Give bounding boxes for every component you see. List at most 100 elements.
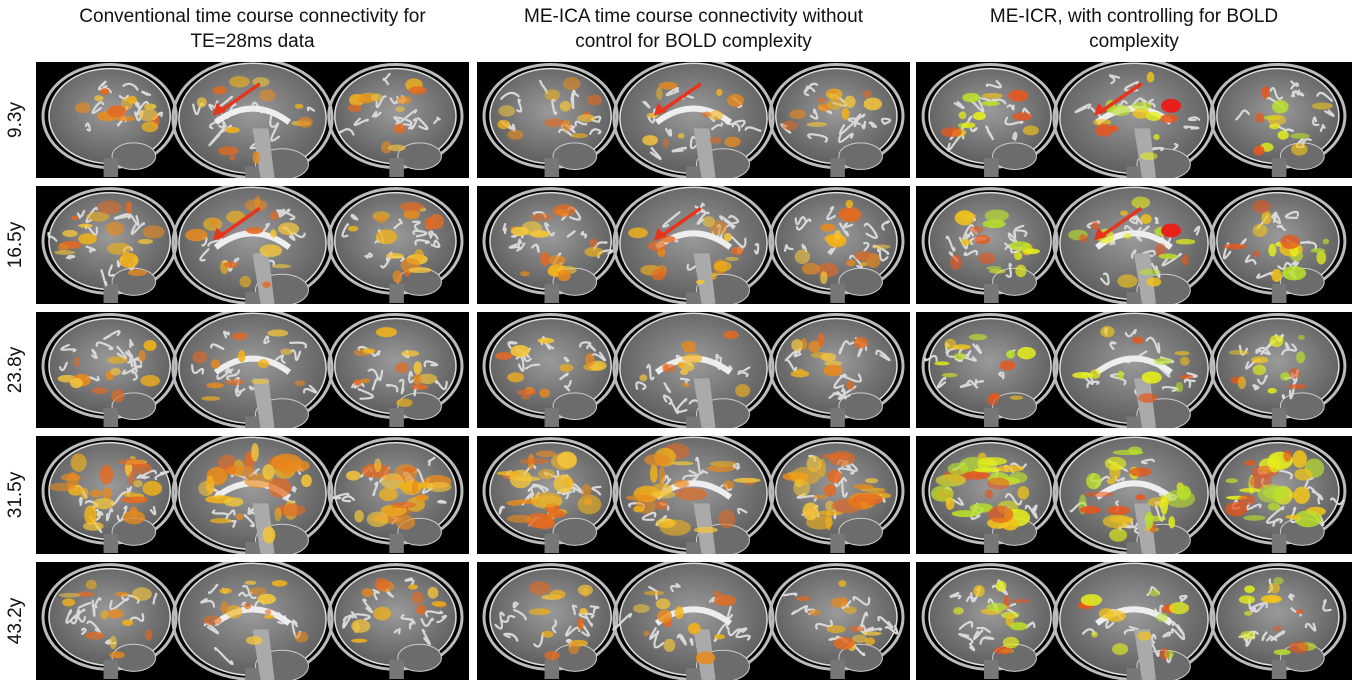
activation: [225, 127, 240, 133]
activation: [818, 98, 825, 103]
activation: [827, 470, 842, 483]
activation: [1292, 450, 1307, 468]
activation: [559, 364, 573, 372]
activation: [115, 592, 130, 597]
activation: [1175, 351, 1190, 356]
activation: [585, 353, 594, 366]
activation: [791, 370, 810, 377]
activation: [657, 610, 672, 623]
activation: [1272, 269, 1282, 282]
activation: [557, 270, 571, 282]
activation: [1124, 233, 1131, 239]
activation: [1129, 467, 1151, 476]
neck: [1272, 534, 1287, 553]
activation: [71, 215, 79, 219]
activation: [1296, 351, 1305, 363]
activation: [240, 276, 251, 288]
activation: [270, 229, 277, 237]
activation: [709, 110, 723, 120]
activation: [280, 348, 292, 354]
activation: [75, 102, 90, 113]
activation: [497, 471, 520, 476]
activation: [988, 506, 1013, 523]
cerebellum: [839, 268, 883, 295]
gyrus: [1253, 385, 1258, 389]
activation: [1008, 90, 1028, 102]
activation: [1290, 133, 1309, 139]
activation: [413, 361, 422, 374]
activation: [544, 651, 560, 660]
activation: [348, 104, 362, 112]
activation: [295, 631, 309, 642]
activation: [539, 389, 550, 398]
activation: [83, 522, 104, 531]
gyrus: [80, 498, 82, 505]
activation: [814, 495, 828, 499]
neck: [984, 660, 999, 679]
activation: [782, 120, 797, 130]
activation: [1238, 376, 1246, 389]
activation: [664, 364, 676, 372]
activation: [584, 247, 603, 257]
activation: [714, 634, 725, 639]
activation: [849, 626, 864, 632]
activation: [142, 121, 159, 132]
activation: [694, 527, 718, 533]
activation: [70, 378, 83, 388]
activation: [251, 443, 259, 461]
activation: [529, 608, 550, 615]
panel: [477, 433, 910, 564]
activation: [820, 271, 827, 284]
activation: [865, 637, 875, 645]
neck: [104, 534, 119, 553]
activation: [1298, 335, 1305, 340]
activation: [138, 239, 153, 244]
cerebellum: [553, 393, 597, 420]
activation: [1139, 269, 1161, 276]
activation: [374, 578, 389, 591]
activation: [530, 213, 551, 221]
activation: [1160, 648, 1169, 660]
activation: [358, 94, 374, 103]
activation: [386, 253, 404, 259]
activation: [371, 93, 382, 101]
activation: [656, 87, 662, 100]
activation: [219, 588, 231, 594]
activation: [1294, 487, 1310, 504]
activation: [1017, 486, 1029, 500]
activation: [568, 642, 579, 654]
activation: [408, 86, 426, 94]
gyrus: [1289, 594, 1294, 599]
activation: [628, 228, 648, 239]
activation: [829, 451, 856, 466]
activation: [1240, 631, 1255, 639]
activation: [1140, 152, 1158, 160]
panel: [916, 309, 1352, 438]
activation: [791, 339, 803, 351]
activation: [1138, 393, 1157, 403]
neck: [830, 534, 845, 553]
activation: [107, 356, 127, 364]
activation: [221, 601, 229, 614]
activation: [970, 226, 983, 233]
activation: [298, 117, 313, 128]
activation: [651, 491, 676, 499]
activation: [1268, 455, 1280, 473]
panel: [477, 59, 910, 188]
activation: [1160, 114, 1177, 123]
activation: [1084, 492, 1114, 497]
activation: [817, 263, 838, 277]
activation: [562, 119, 571, 131]
activation: [1263, 486, 1290, 499]
activation: [1280, 235, 1300, 250]
activation: [253, 151, 261, 164]
activation: [1100, 326, 1115, 338]
activation: [107, 105, 126, 117]
activation: [374, 458, 381, 472]
activation: [552, 204, 575, 216]
gyrus: [438, 501, 445, 503]
activation: [529, 581, 550, 595]
activation: [1079, 234, 1087, 242]
activation: [1017, 347, 1036, 359]
activation: [834, 230, 841, 240]
